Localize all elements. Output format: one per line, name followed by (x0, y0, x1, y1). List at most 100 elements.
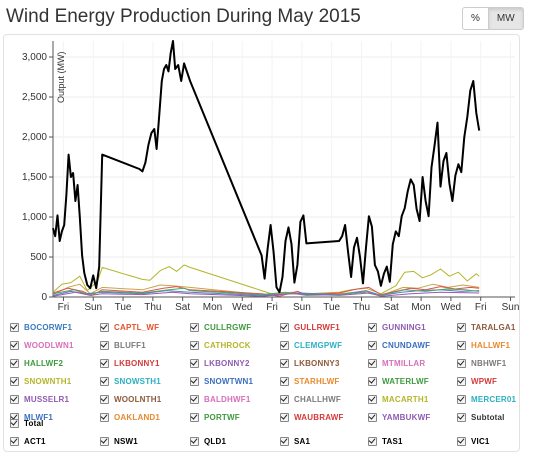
legend-checkbox[interactable] (10, 359, 19, 368)
chart-panel (3, 34, 520, 452)
legend-checkbox[interactable] (100, 341, 109, 350)
legend-checkbox[interactable] (457, 437, 466, 446)
legend-checkbox[interactable] (457, 413, 466, 422)
legend-checkbox[interactable] (368, 413, 377, 422)
legend-item-lkbonny1[interactable]: LKBONNY1 (100, 359, 160, 368)
legend-label: TARALGA1 (471, 323, 516, 332)
legend-item-gunning1[interactable]: GUNNING1 (368, 323, 426, 332)
x-tick-label: Sun (502, 302, 520, 313)
legend-item-mercer01[interactable]: MERCER01 (457, 395, 516, 404)
legend-item-total[interactable]: Total (10, 419, 44, 428)
legend-checkbox[interactable] (190, 395, 199, 404)
legend-checkbox[interactable] (190, 413, 199, 422)
legend-checkbox[interactable] (190, 359, 199, 368)
legend-label: VIC1 (471, 437, 490, 446)
legend-checkbox[interactable] (10, 377, 19, 386)
x-tick-label: Fri (475, 302, 487, 313)
legend-label: SNOWTWN1 (204, 377, 254, 386)
legend-item-bluff1[interactable]: BLUFF1 (100, 341, 146, 350)
legend-item-waterlwf[interactable]: WATERLWF (368, 377, 429, 386)
legend-checkbox[interactable] (280, 341, 289, 350)
legend-checkbox[interactable] (100, 359, 109, 368)
legend-checkbox[interactable] (457, 377, 466, 386)
legend-checkbox[interactable] (100, 395, 109, 404)
legend-item-mtmillar[interactable]: MTMILLAR (368, 359, 425, 368)
legend-checkbox[interactable] (280, 437, 289, 446)
legend-checkbox[interactable] (368, 323, 377, 332)
legend-item-waubrawf[interactable]: WAUBRAWF (280, 413, 344, 422)
legend-label: Subtotal (471, 413, 505, 422)
legend-item-captl_wf[interactable]: CAPTL_WF (100, 323, 159, 332)
legend-checkbox[interactable] (368, 437, 377, 446)
legend-checkbox[interactable] (368, 359, 377, 368)
legend-checkbox[interactable] (457, 341, 466, 350)
percent-toggle-button[interactable]: % (462, 7, 489, 30)
legend-checkbox[interactable] (368, 377, 377, 386)
legend-item-cathrock[interactable]: CATHROCK (190, 341, 251, 350)
legend-item-challhwf[interactable]: CHALLHWF (280, 395, 341, 404)
mw-toggle-button[interactable]: MW (488, 7, 524, 30)
legend-item-lkbonny2[interactable]: LKBONNY2 (190, 359, 250, 368)
legend-checkbox[interactable] (190, 377, 199, 386)
legend-checkbox[interactable] (280, 323, 289, 332)
legend-item-musselr1[interactable]: MUSSELR1 (10, 395, 69, 404)
legend-checkbox[interactable] (100, 437, 109, 446)
legend-checkbox[interactable] (457, 395, 466, 404)
legend-checkbox[interactable] (190, 437, 199, 446)
legend-checkbox[interactable] (280, 395, 289, 404)
legend-item-portwf[interactable]: PORTWF (190, 413, 240, 422)
legend-checkbox[interactable] (10, 437, 19, 446)
legend-checkbox[interactable] (10, 341, 19, 350)
legend-checkbox[interactable] (280, 359, 289, 368)
legend-label: SNOWNTH1 (24, 377, 72, 386)
legend-item-gullrwf1[interactable]: GULLRWF1 (280, 323, 340, 332)
legend-item-tas1[interactable]: TAS1 (368, 437, 403, 446)
legend-checkbox[interactable] (190, 341, 199, 350)
y-tick-label: 500 (30, 252, 47, 263)
legend-checkbox[interactable] (190, 323, 199, 332)
legend-item-qld1[interactable]: QLD1 (190, 437, 226, 446)
legend-item-vic1[interactable]: VIC1 (457, 437, 490, 446)
legend-checkbox[interactable] (10, 395, 19, 404)
chart: 0 500 1,000 1,500 2,000 2,500 3,000 Fri Sun Tue Th… (22, 40, 520, 313)
legend-item-woodlwn1[interactable]: WOODLWN1 (10, 341, 74, 350)
legend-checkbox[interactable] (100, 377, 109, 386)
legend-item-taralga1[interactable]: TARALGA1 (457, 323, 516, 332)
legend-item-snowsth1[interactable]: SNOWSTH1 (100, 377, 161, 386)
legend-item-macarth1[interactable]: MACARTH1 (368, 395, 429, 404)
legend-item-nbhwf1[interactable]: NBHWF1 (457, 359, 506, 368)
legend-item-baldhwf1[interactable]: BALDHWF1 (190, 395, 250, 404)
legend-item-clemgpwf[interactable]: CLEMGPWF (280, 341, 342, 350)
legend-item-woolnth1[interactable]: WOOLNTH1 (100, 395, 161, 404)
legend-label: SA1 (294, 437, 311, 446)
legend-checkbox[interactable] (457, 323, 466, 332)
legend-item-lkbonny3[interactable]: LKBONNY3 (280, 359, 340, 368)
legend-checkbox[interactable] (457, 359, 466, 368)
legend-item-cullrgwf[interactable]: CULLRGWF (190, 323, 251, 332)
legend-item-yambukwf[interactable]: YAMBUKWF (368, 413, 430, 422)
legend-checkbox[interactable] (100, 413, 109, 422)
legend-label: WPWF (471, 377, 498, 386)
legend-item-wpwf[interactable]: WPWF (457, 377, 497, 386)
legend-item-bocorwf1[interactable]: BOCORWF1 (10, 323, 72, 332)
legend-item-act1[interactable]: ACT1 (10, 437, 46, 446)
legend-item-starhlwf[interactable]: STARHLWF (280, 377, 339, 386)
legend-checkbox[interactable] (368, 341, 377, 350)
legend-item-nsw1[interactable]: NSW1 (100, 437, 138, 446)
legend-checkbox[interactable] (280, 377, 289, 386)
legend-checkbox[interactable] (10, 323, 19, 332)
legend-item-cnundawf[interactable]: CNUNDAWF (368, 341, 430, 350)
legend-item-snownth1[interactable]: SNOWNTH1 (10, 377, 71, 386)
legend-checkbox[interactable] (100, 323, 109, 332)
legend-checkbox[interactable] (10, 419, 19, 428)
legend-item-subtotal[interactable]: Subtotal (457, 413, 505, 422)
legend-item-hallwf1[interactable]: HALLWF1 (457, 341, 510, 350)
x-tick-label: Sun (293, 302, 311, 313)
legend-item-hallwf2[interactable]: HALLWF2 (10, 359, 63, 368)
legend-item-sa1[interactable]: SA1 (280, 437, 310, 446)
legend-checkbox[interactable] (280, 413, 289, 422)
legend-item-snowtwn1[interactable]: SNOWTWN1 (190, 377, 253, 386)
legend-checkbox[interactable] (368, 395, 377, 404)
legend-item-oakland1[interactable]: OAKLAND1 (100, 413, 160, 422)
legend: BOCORWF1 CAPTL_WF CULLRGWF GULLRWF1 GUNNING1… (0, 317, 535, 456)
